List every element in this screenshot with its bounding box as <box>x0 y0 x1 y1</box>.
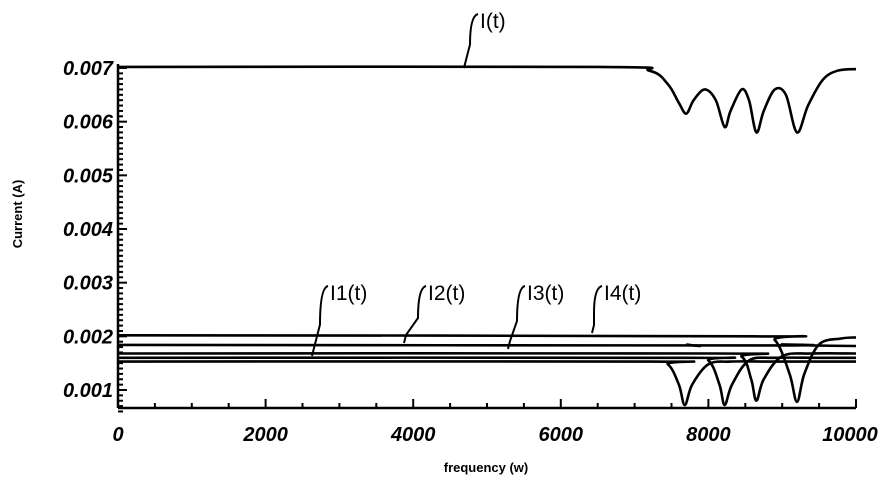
series-line-3 <box>117 351 857 403</box>
leader-line <box>507 285 526 350</box>
y-tick-label: 0.004 <box>63 219 113 241</box>
curve-label-2: I2(t) <box>428 282 465 305</box>
curve-labels: I(t) I1(t) I2(t) I3(t) I4(t) <box>311 10 641 357</box>
y-tick-label: 0.002 <box>63 326 113 348</box>
curve-label-0: I(t) <box>480 10 506 33</box>
series-curves <box>117 65 857 407</box>
y-tick-label: 0.005 <box>63 165 114 187</box>
x-axis-title: frequency (w) <box>444 460 529 475</box>
y-axis-title: Current (A) <box>10 180 25 249</box>
series-line-1 <box>117 360 856 407</box>
curve-label-4: I4(t) <box>604 282 641 305</box>
x-tick-label: 6000 <box>539 424 584 446</box>
y-tick-label: 0.003 <box>63 273 113 295</box>
leader-line <box>463 13 479 69</box>
extra-line-0 <box>117 343 857 348</box>
y-axis-ticks: 0.001 0.002 0.003 0.004 0.005 0.006 0.007 <box>63 58 127 413</box>
y-tick-label: 0.007 <box>63 58 114 80</box>
x-tick-label: 2000 <box>242 424 288 446</box>
y-tick-label: 0.001 <box>63 380 113 402</box>
x-tick-label: 4000 <box>390 424 436 446</box>
y-tick-label: 0.006 <box>63 112 114 134</box>
series-line-4 <box>117 333 857 404</box>
x-tick-label: 0 <box>112 424 123 446</box>
series-line-0 <box>117 65 857 134</box>
x-tick-label: 10000 <box>822 424 878 446</box>
leader-line <box>591 285 603 334</box>
curve-label-1: I1(t) <box>330 282 367 305</box>
leader-line <box>403 285 427 344</box>
curve-label-3: I3(t) <box>527 282 564 305</box>
x-tick-label: 8000 <box>686 424 731 446</box>
leader-line <box>311 285 329 357</box>
x-axis-ticks: 0 2000 4000 6000 8000 10000 <box>112 399 878 446</box>
series-line-2 <box>117 356 856 407</box>
